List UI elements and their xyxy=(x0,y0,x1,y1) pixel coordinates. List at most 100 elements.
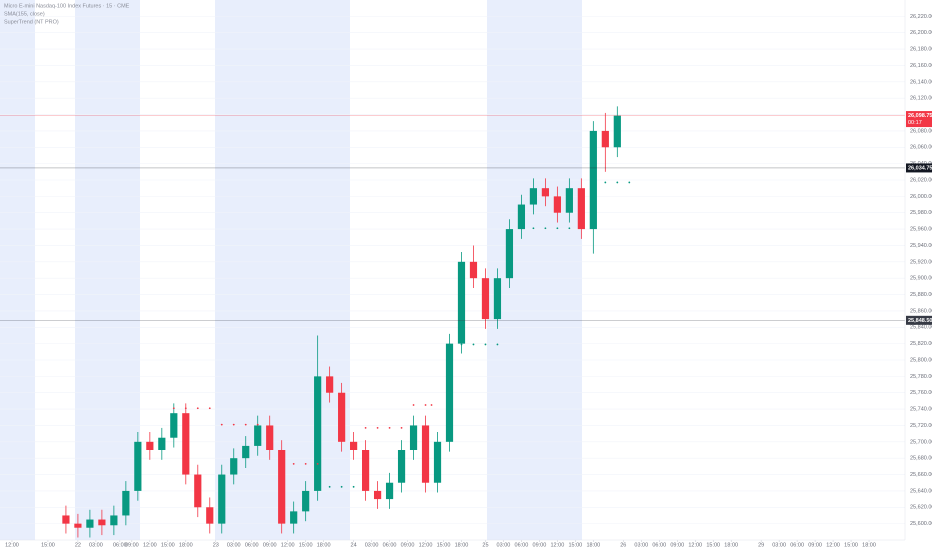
candle-body xyxy=(445,343,454,442)
candle-body xyxy=(397,450,406,483)
session-band xyxy=(487,0,582,540)
supertrend-dot xyxy=(412,404,415,406)
x-tick-label: 12:00 xyxy=(143,542,157,548)
y-tick-label: 25,920.00 xyxy=(910,259,932,265)
x-tick-label: 03:00 xyxy=(772,542,786,548)
y-tick-label: 26,000.00 xyxy=(910,194,932,200)
y-tick-label: 25,700.00 xyxy=(910,439,932,445)
candle-body xyxy=(373,490,382,500)
candle-body xyxy=(182,413,190,475)
candle-body xyxy=(601,130,609,148)
y-tick-label: 25,680.00 xyxy=(910,456,932,462)
candle-body xyxy=(86,519,94,528)
x-tick-label: 15:00 xyxy=(568,542,582,548)
y-tick-label: 25,880.00 xyxy=(910,292,932,298)
supertrend-dot xyxy=(544,227,547,230)
price-label: 26,034.75 xyxy=(908,165,932,171)
session-band xyxy=(75,0,140,540)
candle-body xyxy=(541,188,549,197)
candle-body xyxy=(302,490,310,512)
candle-body xyxy=(421,425,430,483)
plot xyxy=(0,106,905,538)
candle-body xyxy=(362,450,370,491)
x-tick-label: 18:00 xyxy=(862,542,876,548)
y-tick-label: 25,940.00 xyxy=(910,243,932,249)
x-tick-label: 03:00 xyxy=(227,542,241,548)
x-tick-label: 09:00 xyxy=(670,542,684,548)
y-tick-label: 25,760.00 xyxy=(910,390,932,396)
supertrend-dot xyxy=(184,407,187,410)
supertrend-dot xyxy=(292,463,295,465)
y-tick-label: 25,620.00 xyxy=(910,505,932,511)
candle-body xyxy=(577,188,585,230)
countdown: 00:17 xyxy=(908,120,922,126)
x-tick-label: 03:00 xyxy=(634,542,648,548)
x-tick-label: 06:00 xyxy=(515,542,529,548)
y-tick-label: 25,900.00 xyxy=(910,276,932,282)
x-tick-label: 09:00 xyxy=(533,542,547,548)
price-label: 25,848.50 xyxy=(908,318,932,324)
indicator-label: SMA(155, close) xyxy=(4,11,45,17)
y-tick-label: 25,740.00 xyxy=(910,407,932,413)
y-tick-label: 26,060.00 xyxy=(910,145,932,151)
candle-body xyxy=(457,261,466,344)
x-tick-label: 18:00 xyxy=(586,542,600,548)
y-tick-label: 25,960.00 xyxy=(910,227,932,233)
candle-body xyxy=(230,458,238,475)
sessions xyxy=(0,0,582,540)
x-tick-label: 18:00 xyxy=(179,542,193,548)
candle-body xyxy=(110,515,118,526)
supertrend-dot xyxy=(220,423,223,426)
x-tick-label: 12:00 xyxy=(551,542,565,548)
x-tick-label: 03:00 xyxy=(497,542,511,548)
candle-body xyxy=(122,490,130,516)
x-tick-label: 15:00 xyxy=(299,542,313,548)
x-tick-label: 15:00 xyxy=(706,542,720,548)
price-label-box xyxy=(906,315,932,325)
indicator-label: SuperTrend (NT PRO) xyxy=(4,19,59,25)
candle-body xyxy=(565,188,573,213)
x-tick-label: 15:00 xyxy=(161,542,175,548)
candle-body xyxy=(326,376,334,393)
x-tick-label: 29 xyxy=(758,542,764,548)
y-tick-label: 25,660.00 xyxy=(910,472,932,478)
supertrend-dot xyxy=(424,404,427,406)
supertrend-dot xyxy=(340,485,343,488)
candle-body xyxy=(242,445,250,459)
candle-body xyxy=(409,425,418,450)
y-tick-label: 25,840.00 xyxy=(910,325,932,331)
y-tick-label: 26,080.00 xyxy=(910,128,932,134)
supertrend-dot xyxy=(280,463,283,465)
x-tick-label: 12:00 xyxy=(826,542,840,548)
x-tick-label: 15:00 xyxy=(41,542,55,548)
supertrend-dot xyxy=(304,463,307,465)
session-band xyxy=(0,0,35,540)
x-tick-label: 03:00 xyxy=(365,542,379,548)
x-tick-label: 06:00 xyxy=(652,542,666,548)
candle-body xyxy=(505,229,514,279)
supertrend-dot xyxy=(496,343,499,346)
x-tick-label: 09:00 xyxy=(125,542,139,548)
candle-body xyxy=(158,437,166,450)
candle-body xyxy=(529,188,538,205)
x-tick-label: 12:00 xyxy=(688,542,702,548)
y-tick-label: 26,220.00 xyxy=(910,14,932,20)
legend: Micro E-mini Nasdaq-100 Index Futures · … xyxy=(4,3,130,25)
supertrend-dot xyxy=(616,181,619,184)
candle-body xyxy=(278,450,286,524)
x-tick-label: 18:00 xyxy=(455,542,469,548)
y-tick-label: 26,160.00 xyxy=(910,63,932,69)
candle-body xyxy=(194,474,202,508)
supertrend-dot xyxy=(244,423,247,426)
y-tick-label: 25,600.00 xyxy=(910,521,932,527)
supertrend-dot xyxy=(376,427,379,429)
candle-body xyxy=(350,441,358,450)
candle-body xyxy=(62,515,70,524)
x-tick-label: 23 xyxy=(213,542,219,548)
candle-body xyxy=(553,196,561,213)
candle-body xyxy=(146,441,154,450)
supertrend-dot xyxy=(400,427,403,429)
candle-body xyxy=(254,425,262,446)
supertrend-dot xyxy=(604,181,607,184)
